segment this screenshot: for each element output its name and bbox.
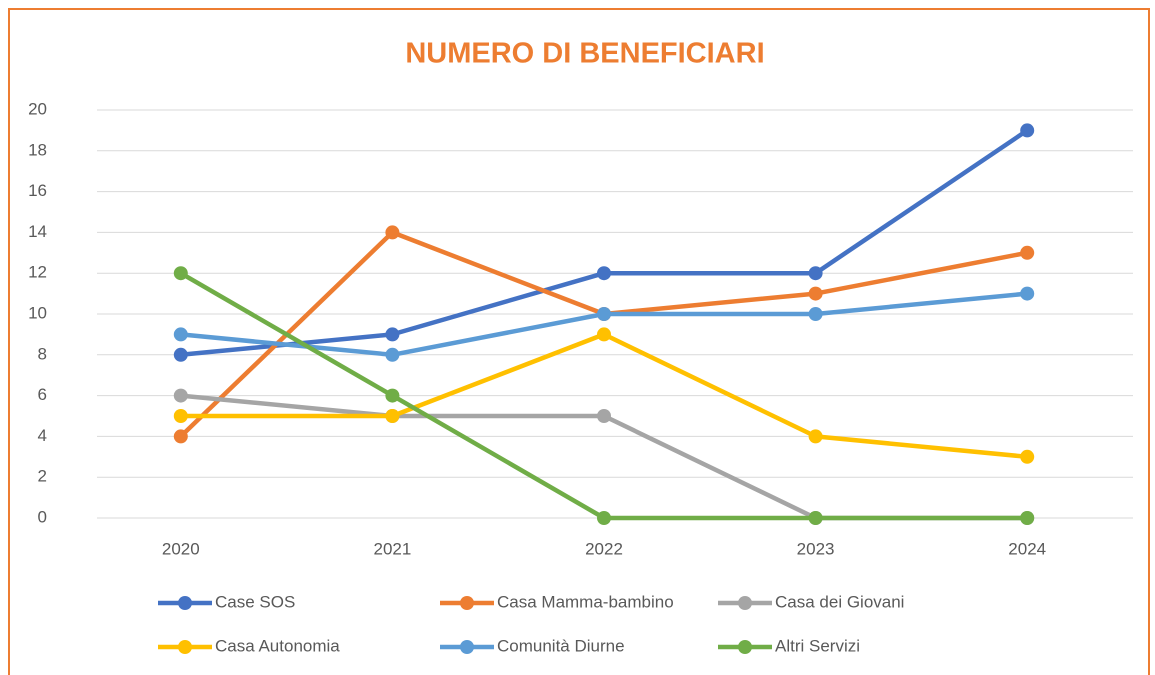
y-tick-label: 18 <box>28 140 47 159</box>
y-tick-label: 10 <box>28 303 47 322</box>
y-tick-label: 2 <box>38 467 47 486</box>
chart-title: NUMERO DI BENEFICIARI <box>405 38 764 70</box>
point <box>173 327 188 342</box>
point <box>597 511 611 525</box>
point <box>385 327 400 342</box>
x-tick-label: 2021 <box>373 539 411 558</box>
point <box>1020 511 1035 525</box>
legend-marker <box>460 596 474 610</box>
y-tick-label: 16 <box>28 181 47 200</box>
point <box>808 286 823 301</box>
x-tick-label: 2020 <box>162 539 200 558</box>
point <box>1020 449 1035 464</box>
legend-marker <box>460 640 474 654</box>
y-tick-label: 14 <box>28 222 47 241</box>
legend-marker <box>738 640 752 654</box>
point <box>597 266 611 281</box>
y-tick-label: 4 <box>38 426 47 445</box>
point <box>385 225 400 240</box>
point <box>173 347 188 362</box>
legend-label: Altri Servizi <box>775 636 860 655</box>
x-tick-label: 2022 <box>585 539 623 558</box>
legend-marker <box>738 596 752 610</box>
y-tick-label: 20 <box>28 99 47 118</box>
point <box>1020 123 1035 138</box>
point <box>597 307 611 321</box>
point <box>173 409 188 423</box>
point <box>597 409 611 423</box>
point <box>1020 245 1035 260</box>
legend-label: Casa Mamma-bambino <box>497 592 674 611</box>
legend-marker <box>178 596 192 610</box>
y-tick-label: 8 <box>38 344 47 363</box>
x-tick-label: 2023 <box>797 539 835 558</box>
point <box>173 266 188 281</box>
point <box>173 429 188 444</box>
point <box>1020 286 1035 301</box>
series-line <box>180 128 1029 358</box>
point <box>808 266 823 281</box>
legend-label: Comunità Diurne <box>497 636 625 655</box>
point <box>385 347 400 362</box>
legend-marker <box>178 640 192 654</box>
point <box>808 307 823 321</box>
point <box>597 327 611 342</box>
legend-label: Case SOS <box>215 592 295 611</box>
point <box>808 429 823 444</box>
frame <box>8 8 1150 675</box>
point <box>385 409 400 423</box>
y-tick-label: 12 <box>28 263 47 282</box>
y-tick-label: 6 <box>38 385 47 404</box>
point <box>385 388 400 403</box>
y-tick-label: 0 <box>38 507 47 526</box>
x-tick-label: 2024 <box>1008 539 1046 558</box>
legend-label: Casa dei Giovani <box>775 592 904 611</box>
point <box>173 388 188 403</box>
point <box>808 511 823 525</box>
legend-label: Casa Autonomia <box>215 636 340 655</box>
